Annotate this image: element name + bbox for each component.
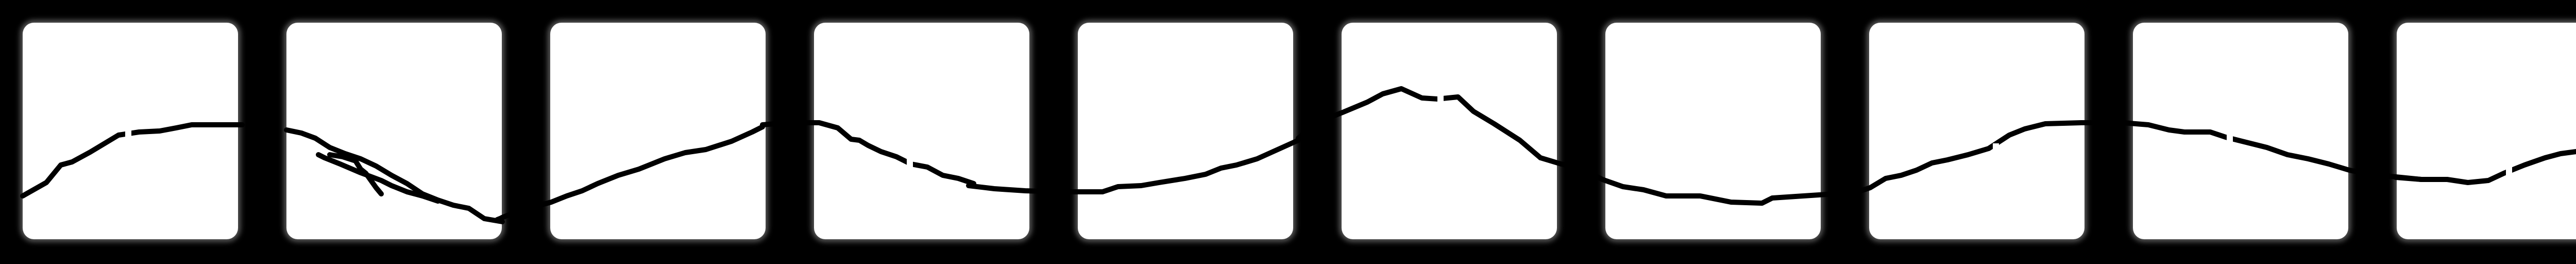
frame-panel-3 [550,23,766,239]
frame-panel-2 [286,23,502,239]
frame-panel-9 [2133,23,2348,239]
frame-panel-7 [1605,23,1821,239]
frame-panel-1 [23,23,238,239]
frame-panel-4 [814,23,1029,239]
frame-panel-10 [2397,23,2576,239]
frame-panel-6 [1342,23,1557,239]
frame-panel-5 [1078,23,1293,239]
frame-panel-8 [1869,23,2084,239]
